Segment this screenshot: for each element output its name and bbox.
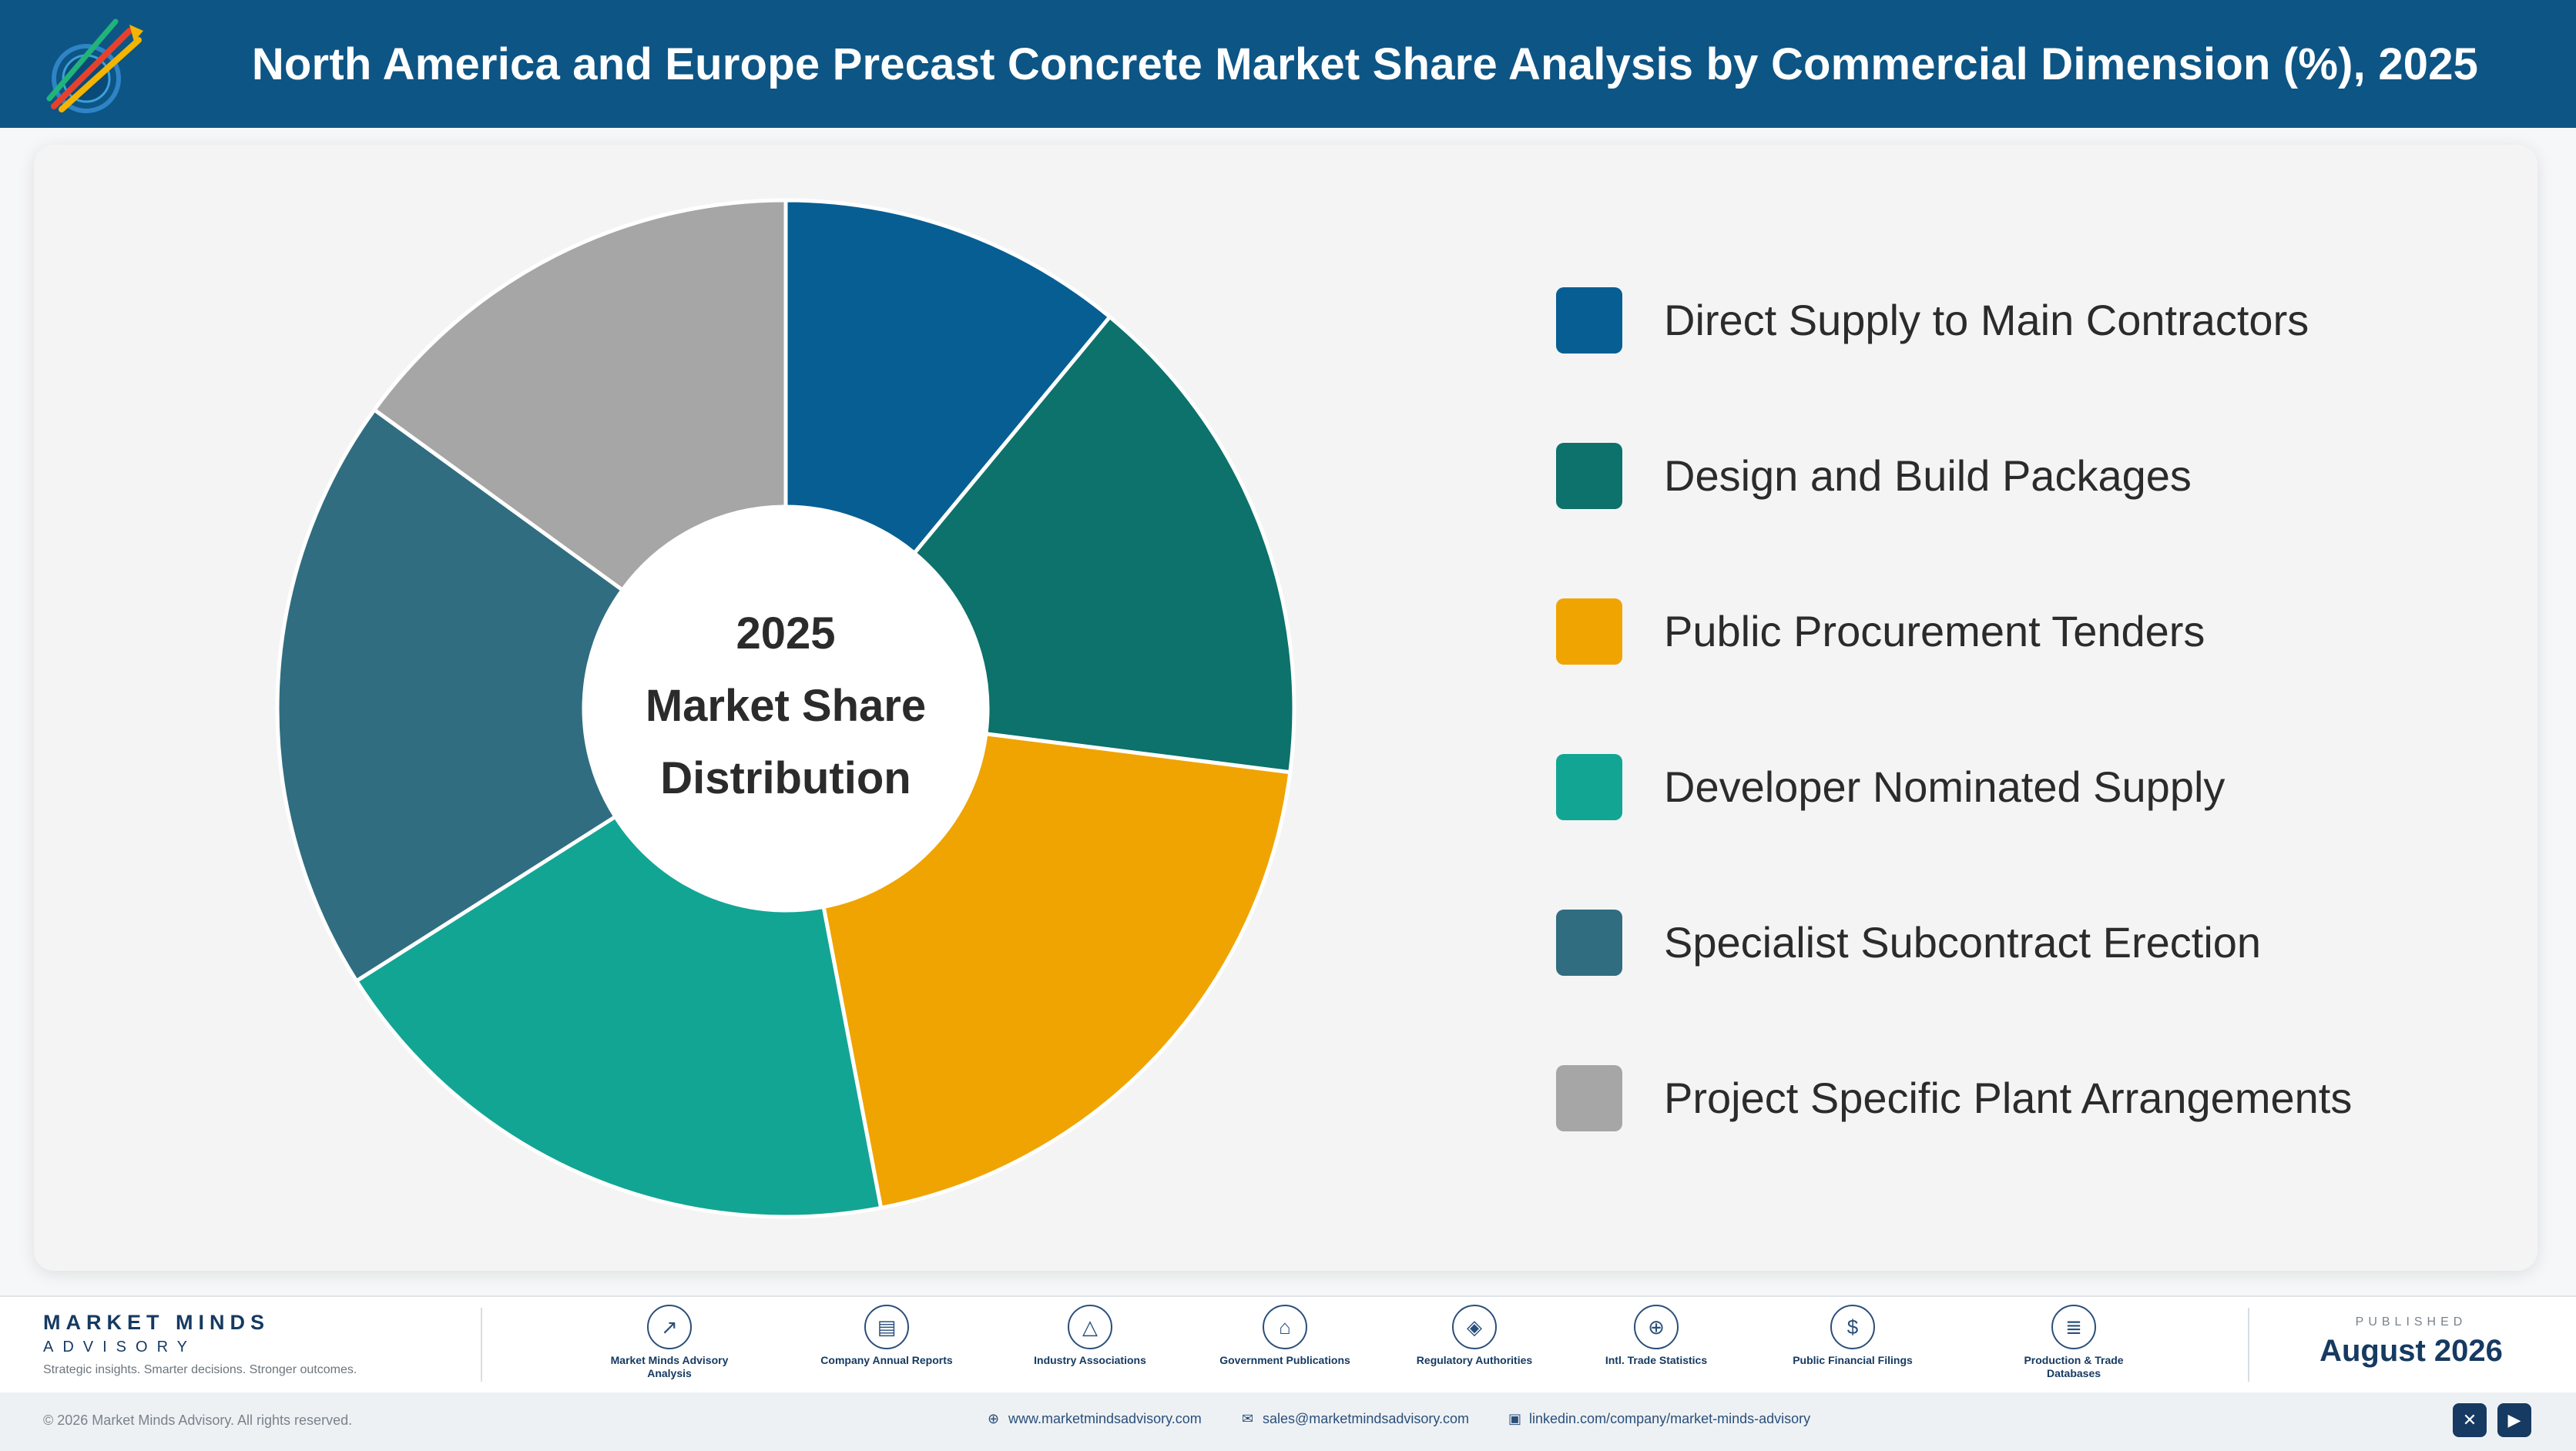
- source-label: Public Financial Filings: [1793, 1354, 1913, 1366]
- legend-item[interactable]: Project Specific Plant Arrangements: [1556, 1063, 2480, 1132]
- footer-divider: [481, 1308, 482, 1382]
- center-label-1: 2025: [736, 608, 835, 658]
- published-date: August 2026: [2319, 1334, 2503, 1368]
- source-label: Industry Associations: [1034, 1354, 1146, 1366]
- website-link[interactable]: ⊕ www.marketmindsadvisory.com: [988, 1411, 1202, 1427]
- source-item: ◈ Regulatory Authorities: [1397, 1305, 1551, 1367]
- legend-swatch: [1556, 910, 1622, 976]
- legend-item[interactable]: Design and Build Packages: [1556, 441, 2480, 510]
- legend-swatch: [1556, 287, 1622, 354]
- center-label-3: Distribution: [660, 753, 911, 803]
- header-bar: North America and Europe Precast Concret…: [0, 0, 2576, 128]
- brand-name: MARKET MINDS: [43, 1311, 270, 1334]
- legend-label: Public Procurement Tenders: [1664, 607, 2205, 655]
- published-label: PUBLISHED: [2355, 1315, 2467, 1329]
- mail-icon: ✉: [1242, 1411, 1254, 1426]
- source-label: Production & Trade Databases: [2024, 1354, 2124, 1379]
- document-icon: ▤: [864, 1305, 909, 1349]
- chart-line-icon: ↗: [647, 1305, 692, 1349]
- bottom-bar: © 2026 Market Minds Advisory. All rights…: [0, 1392, 2576, 1451]
- legend-swatch: [1556, 754, 1622, 820]
- legend-item[interactable]: Specialist Subcontract Erection: [1556, 907, 2480, 977]
- source-label: Government Publications: [1219, 1354, 1350, 1366]
- donut-chart: 2025 Market Share Distribution: [275, 198, 1296, 1219]
- website-text: www.marketmindsadvisory.com: [1008, 1411, 1202, 1426]
- email-link[interactable]: ✉ sales@marketmindsadvisory.com: [1242, 1411, 1469, 1427]
- legend-label: Developer Nominated Supply: [1664, 762, 2225, 811]
- source-item: $ Public Financial Filings: [1776, 1305, 1930, 1367]
- source-label: Company Annual Reports: [820, 1354, 953, 1366]
- email-text: sales@marketmindsadvisory.com: [1263, 1411, 1470, 1426]
- dollar-coin-icon: $: [1830, 1305, 1875, 1349]
- footer: MARKET MINDS ADVISORY Strategic insights…: [0, 1295, 2576, 1451]
- legend-swatch: [1556, 443, 1622, 509]
- source-item: ≣ Production & Trade Databases: [1997, 1305, 2151, 1380]
- page-title: North America and Europe Precast Concret…: [251, 39, 2479, 89]
- network-icon: △: [1068, 1305, 1112, 1349]
- database-icon: ≣: [2051, 1305, 2096, 1349]
- copyright-text: © 2026 Market Minds Advisory. All rights…: [43, 1412, 353, 1428]
- source-label: Intl. Trade Statistics: [1605, 1354, 1708, 1366]
- center-label-2: Market Share: [646, 681, 926, 731]
- source-item: ▤ Company Annual Reports: [810, 1305, 964, 1367]
- globe-icon: ⊕: [988, 1411, 1000, 1426]
- x-social-icon[interactable]: ✕: [2453, 1403, 2487, 1437]
- government-building-icon: ⌂: [1263, 1305, 1307, 1349]
- brand-tagline: Strategic insights. Smarter decisions. S…: [43, 1363, 357, 1376]
- source-item: ⌂ Government Publications: [1208, 1305, 1362, 1367]
- source-item: ⊕ Intl. Trade Statistics: [1579, 1305, 1733, 1367]
- company-logo: [46, 18, 143, 113]
- shield-icon: ◈: [1452, 1305, 1497, 1349]
- source-label: Market Minds Advisory Analysis: [610, 1354, 729, 1379]
- legend-item[interactable]: Public Procurement Tenders: [1556, 596, 2480, 665]
- source-item: △ Industry Associations: [1013, 1305, 1167, 1367]
- legend-item[interactable]: Developer Nominated Supply: [1556, 752, 2480, 821]
- donut-center: [584, 507, 988, 910]
- linkedin-icon: ▣: [1508, 1411, 1522, 1426]
- linkedin-text: linkedin.com/company/market-minds-adviso…: [1529, 1411, 1811, 1426]
- brand-subtitle: ADVISORY: [43, 1339, 196, 1355]
- legend-swatch: [1556, 1065, 1622, 1131]
- source-label: Regulatory Authorities: [1416, 1354, 1533, 1366]
- legend-swatch: [1556, 598, 1622, 665]
- source-item: ↗ Market Minds Advisory Analysis: [592, 1305, 746, 1380]
- legend-label: Direct Supply to Main Contractors: [1664, 296, 2309, 344]
- legend-label: Specialist Subcontract Erection: [1664, 918, 2262, 967]
- legend-item[interactable]: Direct Supply to Main Contractors: [1556, 285, 2480, 354]
- donut-slice-1[interactable]: [783, 198, 1113, 556]
- legend-label: Project Specific Plant Arrangements: [1664, 1074, 2353, 1122]
- globe-icon: ⊕: [1634, 1305, 1679, 1349]
- linkedin-link[interactable]: ▣ linkedin.com/company/market-minds-advi…: [1508, 1411, 1810, 1427]
- footer-divider: [2248, 1308, 2249, 1382]
- legend-label: Design and Build Packages: [1664, 451, 2192, 500]
- youtube-social-icon[interactable]: ▶: [2497, 1403, 2531, 1437]
